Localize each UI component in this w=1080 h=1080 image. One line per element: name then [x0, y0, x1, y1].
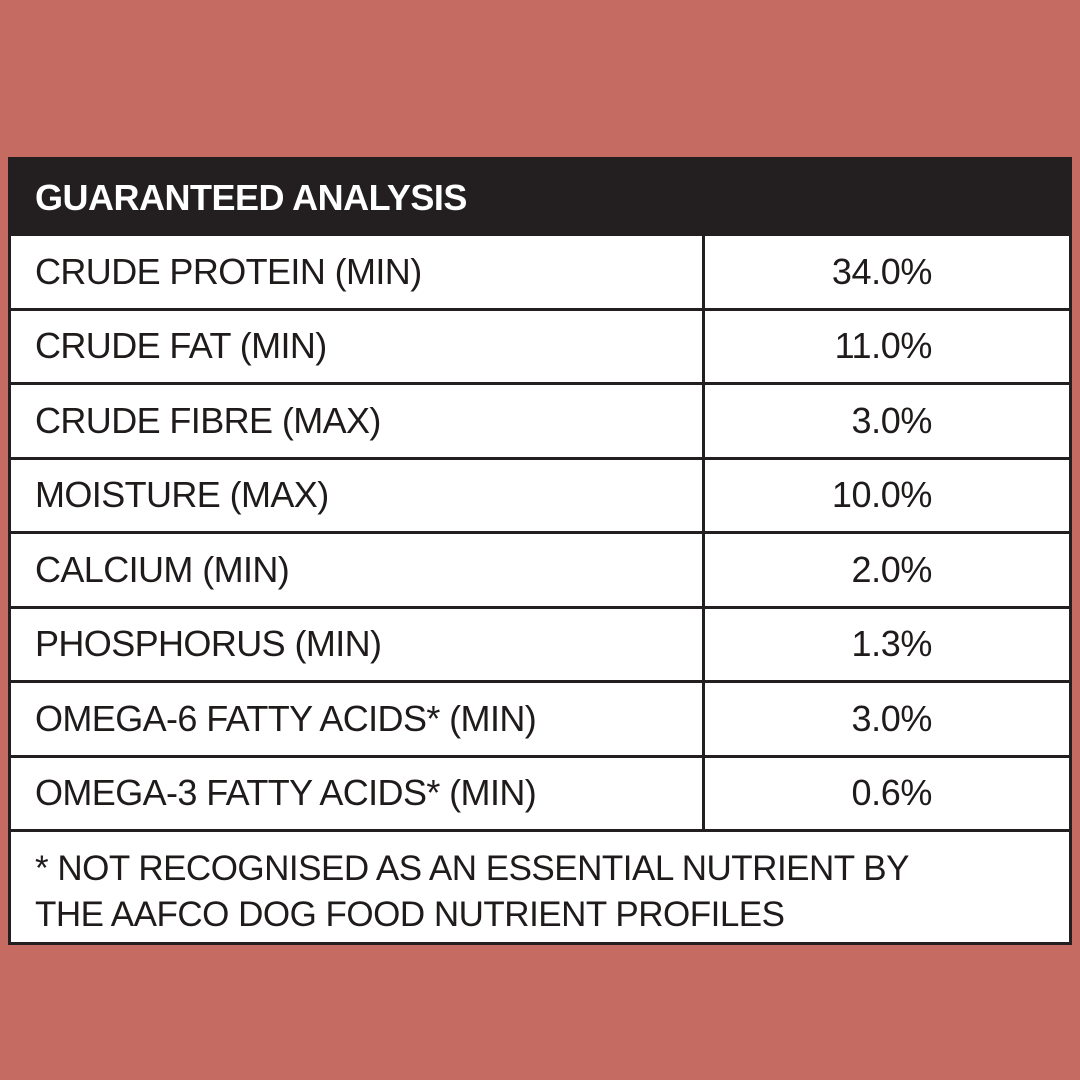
- analysis-rows: CRUDE PROTEIN (MIN) 34.0% CRUDE FAT (MIN…: [11, 236, 1069, 832]
- nutrient-label: OMEGA-6 FATTY ACIDS* (MIN): [11, 683, 705, 755]
- nutrient-label: CALCIUM (MIN): [11, 534, 705, 606]
- table-title: GUARANTEED ANALYSIS: [35, 177, 467, 218]
- nutrient-label: MOISTURE (MAX): [11, 459, 705, 531]
- table-row: CALCIUM (MIN) 2.0%: [11, 534, 1069, 609]
- table-header: GUARANTEED ANALYSIS: [11, 160, 1069, 236]
- nutrient-value: 11.0%: [834, 325, 933, 367]
- footnote: * NOT RECOGNISED AS AN ESSENTIAL NUTRIEN…: [11, 832, 1069, 938]
- nutrient-label: OMEGA-3 FATTY ACIDS* (MIN): [11, 757, 705, 829]
- table-row: OMEGA-6 FATTY ACIDS* (MIN) 3.0%: [11, 683, 1069, 758]
- nutrient-value: 3.0%: [851, 697, 933, 739]
- nutrient-value: 0.6%: [851, 772, 933, 814]
- nutrient-label: CRUDE PROTEIN (MIN): [11, 236, 705, 308]
- nutrient-value: 34.0%: [831, 250, 932, 292]
- nutrient-value: 1.3%: [851, 623, 933, 665]
- table-row: OMEGA-3 FATTY ACIDS* (MIN) 0.6%: [11, 757, 1069, 832]
- table-row: PHOSPHORUS (MIN) 1.3%: [11, 608, 1069, 683]
- nutrient-label: CRUDE FAT (MIN): [11, 310, 705, 382]
- nutrient-value: 10.0%: [831, 474, 932, 516]
- nutrient-value: 3.0%: [851, 399, 933, 441]
- nutrient-label: PHOSPHORUS (MIN): [11, 608, 705, 680]
- table-row: CRUDE PROTEIN (MIN) 34.0%: [11, 236, 1069, 311]
- nutrient-value: 2.0%: [851, 548, 933, 590]
- table-row: MOISTURE (MAX) 10.0%: [11, 459, 1069, 534]
- nutrient-label: CRUDE FIBRE (MAX): [11, 385, 705, 457]
- table-row: CRUDE FIBRE (MAX) 3.0%: [11, 385, 1069, 460]
- table-row: CRUDE FAT (MIN) 11.0%: [11, 310, 1069, 385]
- guaranteed-analysis-panel: GUARANTEED ANALYSIS CRUDE PROTEIN (MIN) …: [8, 157, 1072, 945]
- footnote-line-1: * NOT RECOGNISED AS AN ESSENTIAL NUTRIEN…: [35, 849, 909, 888]
- footnote-line-2: THE AAFCO DOG FOOD NUTRIENT PROFILES: [35, 895, 785, 934]
